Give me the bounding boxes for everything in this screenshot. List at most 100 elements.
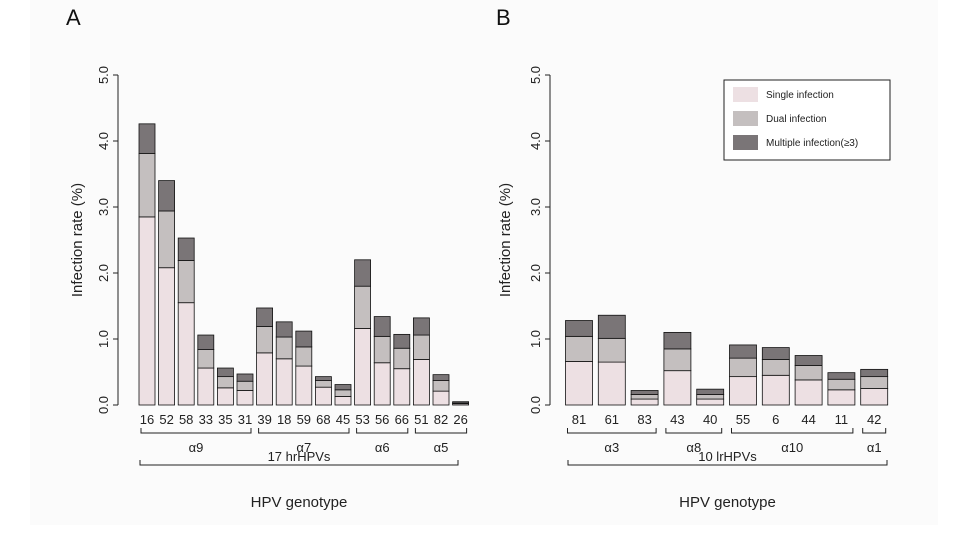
panel-b-bar-42-dual <box>860 376 889 389</box>
legend: Single infection Dual infection Multiple i… <box>723 79 891 161</box>
panel-a-category-label: 52 <box>159 412 173 427</box>
panel-b-bar-6-single <box>761 374 790 406</box>
panel-b-y-axis-title: Infection rate (%) <box>497 183 514 297</box>
panel-a-category-label: 66 <box>395 412 409 427</box>
legend-swatch-single <box>733 87 758 102</box>
panel-a-group-bracket <box>258 428 350 434</box>
panel-a-bar-45-single <box>334 396 352 406</box>
panel-b-bar-55-dual <box>729 357 757 378</box>
panel-b-bar-44-multiple <box>794 355 823 366</box>
panel-a-y-tick-label: 2.0 <box>96 264 111 282</box>
panel-b-bar-11-single <box>827 389 856 406</box>
panel-b-y-tick-label: 4.0 <box>528 132 543 150</box>
panel-b-bar-55-single <box>729 376 757 406</box>
panel-b-group-bracket <box>731 428 854 434</box>
panel-a-bar-82-dual <box>432 380 450 392</box>
panel-b-bar-44-single <box>794 379 823 406</box>
panel-a-bar-33-single <box>197 367 215 406</box>
panel-b-bar-81-dual <box>565 335 593 362</box>
panel-b-y-tick-label: 3.0 <box>528 198 543 216</box>
panel-a-bar-68-dual <box>314 380 332 388</box>
panel-a-bar-33-multiple <box>197 334 215 350</box>
panel-a-bar-51-single <box>412 359 430 406</box>
panel-a-bar-33-dual <box>197 349 215 369</box>
panel-a-letter: A <box>66 5 81 30</box>
panel-a-bar-56-multiple <box>373 316 391 337</box>
panel-a-group-label: α7 <box>296 440 311 455</box>
panel-a-group-label: α6 <box>375 440 390 455</box>
panel-a-category-label: 68 <box>316 412 330 427</box>
panel-a-bar-16-dual <box>138 153 156 218</box>
panel-a-bar-68-multiple <box>314 376 332 381</box>
panel-a-bar-68-single <box>314 386 332 406</box>
panel-b-y-tick-label: 5.0 <box>528 66 543 84</box>
panel-a-bar-31-dual <box>236 380 254 391</box>
panel-a-category-label: 35 <box>218 412 232 427</box>
panel-a-category-label: 16 <box>140 412 154 427</box>
panel-a-bar-31-single <box>236 390 254 406</box>
panel-a-bar-35-dual <box>216 376 234 389</box>
panel-b-y-tick-label: 2.0 <box>528 264 543 282</box>
panel-a-bar-35-single <box>216 387 234 406</box>
panel-a-group-bracket <box>414 428 468 434</box>
panel-b-category-label: 43 <box>670 412 684 427</box>
panel-b-bar-61-multiple <box>597 314 626 339</box>
panel-a-bar-56-single <box>373 362 391 406</box>
panel-a-total-bracket <box>139 460 459 466</box>
panel-a-bar-39-single <box>256 352 274 406</box>
panel-b-bar-6-dual <box>761 359 790 376</box>
panel-b-bar-43-multiple <box>663 331 692 350</box>
panel-a-bar-59-single <box>295 365 313 406</box>
panel-b-bar-83-dual <box>630 394 659 400</box>
panel-a-bar-53-single <box>354 328 372 406</box>
panel-a-bar-82-multiple <box>432 374 450 381</box>
panel-b-bar-42-single <box>860 388 889 406</box>
panel-a-bar-39-dual <box>256 326 274 354</box>
panel-a-category-label: 58 <box>179 412 193 427</box>
panel-a-category-label: 39 <box>257 412 271 427</box>
panel-a-bar-66-single <box>393 368 411 406</box>
panel-b: B 0.0 1.0 2.0 3.0 4.0 5.0 Infection rate (%) 81… <box>496 5 889 511</box>
panel-a-group-label: α9 <box>189 440 204 455</box>
panel-b-group-bracket <box>665 428 723 434</box>
panel-b-bar-40-multiple <box>696 388 725 395</box>
panel-b-y-tick-label: 0.0 <box>528 396 543 414</box>
legend-label-dual: Dual infection <box>766 114 827 125</box>
panel-a-bar-66-multiple <box>393 333 411 349</box>
panel-a-bar-52-dual <box>158 210 176 269</box>
panel-a-bar-59-multiple <box>295 330 313 348</box>
panel-b-bar-11-dual <box>827 378 856 391</box>
panel-a-bar-31-multiple <box>236 373 254 382</box>
legend-swatch-multiple <box>733 135 758 150</box>
panel-a-group-bracket <box>140 428 252 434</box>
panel-a-bar-52-multiple <box>158 180 176 212</box>
panel-a-category-label: 56 <box>375 412 389 427</box>
panel-b-bar-11-multiple <box>827 372 856 380</box>
panel-a-bar-52-single <box>158 267 176 406</box>
panel-b-bar-83-single <box>630 398 659 406</box>
panel-a-bar-18-single <box>275 358 293 406</box>
legend-label-single: Single infection <box>766 90 834 101</box>
panel-a-bar-56-dual <box>373 335 391 364</box>
panel-b-bar-43-dual <box>663 348 692 372</box>
panel-a-y-tick-label: 4.0 <box>96 132 111 150</box>
panel-b-group-bracket <box>567 428 657 434</box>
panel-a-bar-59-dual <box>295 346 313 367</box>
panel-b-bar-6-multiple <box>761 347 790 360</box>
panel-a-bar-26-multiple <box>452 401 470 404</box>
panel-a-y-tick-label: 5.0 <box>96 66 111 84</box>
panel-b-group-label: α1 <box>867 440 882 455</box>
panel-a-category-label: 45 <box>336 412 350 427</box>
panel-b-group-label: α8 <box>686 440 701 455</box>
panel-b-category-label: 42 <box>867 412 881 427</box>
panel-a-category-label: 31 <box>238 412 252 427</box>
panel-a-category-label: 33 <box>199 412 213 427</box>
panel-a-bar-66-dual <box>393 347 411 370</box>
panel-b-category-label: 11 <box>835 412 849 427</box>
panel-a-bar-58-multiple <box>177 237 195 261</box>
panel-a-bar-45-multiple <box>334 384 352 391</box>
panel-a-bar-53-dual <box>354 285 372 329</box>
panel-a-category-label: 53 <box>355 412 369 427</box>
panel-b-category-label: 55 <box>736 412 750 427</box>
